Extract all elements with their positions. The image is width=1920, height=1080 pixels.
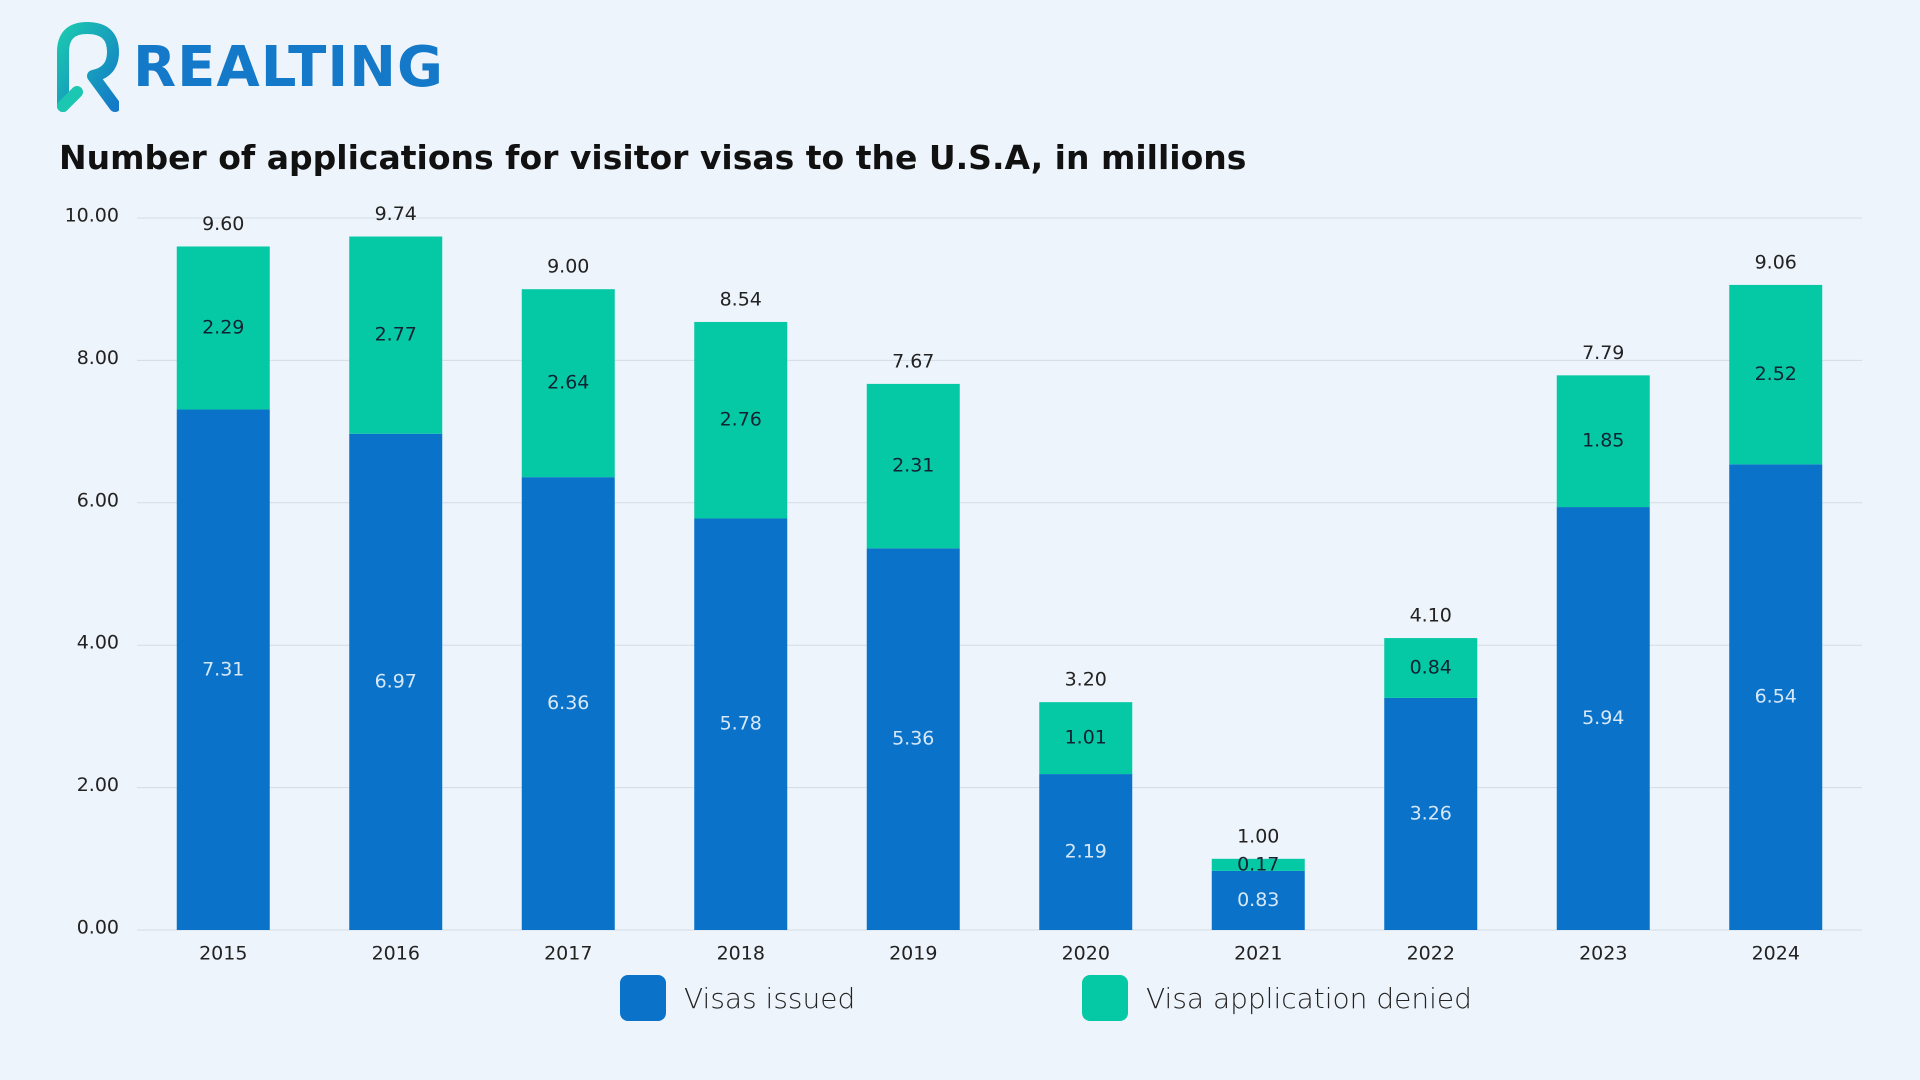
bar-visa-denied (1039, 702, 1133, 775)
data-label-issued: 0.83 (1237, 889, 1279, 911)
bar-visa-denied (349, 236, 443, 434)
data-label-issued: 7.31 (202, 658, 244, 680)
data-label-issued: 6.54 (1755, 686, 1797, 708)
legend-item-issued: Visas issued (620, 975, 855, 1021)
total-label: 4.10 (1410, 605, 1452, 627)
brand-logo: REALTING (55, 22, 444, 112)
data-label-denied: 0.17 (1237, 853, 1279, 875)
total-label: 7.79 (1582, 342, 1624, 364)
total-label: 9.06 (1755, 251, 1797, 273)
data-label-issued: 5.36 (892, 728, 934, 750)
bar-visas-issued (1211, 870, 1305, 930)
total-label: 9.60 (202, 213, 244, 235)
x-tick-label: 2015 (199, 943, 247, 961)
data-label-issued: 3.26 (1410, 802, 1452, 824)
data-label-denied: 0.84 (1410, 656, 1452, 678)
x-tick-label: 2022 (1407, 943, 1455, 961)
bar-visas-issued (866, 548, 960, 930)
y-tick-label: 10.00 (65, 205, 119, 227)
legend-swatch-denied (1082, 975, 1128, 1021)
bar-visas-issued (176, 409, 270, 930)
legend-label-issued: Visas issued (684, 981, 856, 1015)
data-label-denied: 2.76 (720, 409, 762, 431)
bar-visas-issued (1729, 464, 1823, 930)
data-label-denied: 1.01 (1065, 727, 1107, 749)
bar-visas-issued (1039, 774, 1133, 930)
total-label: 9.00 (547, 256, 589, 278)
bar-visas-issued (1556, 507, 1650, 930)
total-label: 7.67 (892, 350, 934, 372)
legend-item-denied: Visa application denied (1082, 975, 1472, 1021)
data-label-issued: 5.94 (1582, 707, 1624, 729)
total-label: 9.74 (375, 203, 417, 225)
realting-logo-icon (57, 22, 119, 112)
bar-visas-issued (694, 518, 788, 930)
x-tick-label: 2017 (544, 943, 592, 961)
bar-visa-denied (521, 289, 615, 478)
y-tick-label: 8.00 (77, 347, 119, 369)
y-tick-label: 4.00 (77, 632, 119, 654)
data-label-denied: 1.85 (1582, 430, 1624, 452)
x-tick-label: 2018 (717, 943, 765, 961)
legend-swatch-issued (620, 975, 666, 1021)
data-label-issued: 5.78 (720, 713, 762, 735)
bar-visa-denied (1729, 284, 1823, 465)
y-tick-label: 6.00 (77, 489, 119, 511)
data-label-issued: 2.19 (1065, 841, 1107, 863)
bar-visa-denied (176, 246, 270, 410)
data-label-denied: 2.77 (375, 324, 417, 346)
x-tick-label: 2024 (1752, 943, 1800, 961)
bar-visa-denied (1556, 375, 1650, 508)
bar-visa-denied (1384, 638, 1478, 698)
bar-visas-issued (349, 433, 443, 930)
data-label-issued: 6.97 (375, 670, 417, 692)
total-label: 3.20 (1065, 669, 1107, 691)
bar-visa-denied (1211, 858, 1305, 871)
bar-visa-denied (694, 321, 788, 519)
x-tick-label: 2023 (1579, 943, 1627, 961)
y-tick-label: 0.00 (77, 917, 119, 939)
bar-visas-issued (1384, 697, 1478, 930)
data-label-issued: 6.36 (547, 692, 589, 714)
x-tick-label: 2019 (889, 943, 937, 961)
data-label-denied: 2.29 (202, 317, 244, 339)
stacked-bar-chart: 0.00 2.00 4.00 6.00 8.00 10.00 7.31 2.29 9.60 201… (65, 203, 1862, 961)
x-tick-label: 2021 (1234, 943, 1282, 961)
legend-label-denied: Visa application denied (1146, 981, 1472, 1015)
chart-title: Number of applications for visitor visas… (59, 138, 1247, 177)
data-label-denied: 2.64 (547, 372, 589, 394)
x-tick-label: 2016 (372, 943, 420, 961)
y-tick-label: 2.00 (77, 774, 119, 796)
brand-name: REALTING (133, 34, 444, 100)
bar-visas-issued (521, 477, 615, 930)
total-label: 1.00 (1237, 825, 1279, 847)
data-label-denied: 2.52 (1755, 363, 1797, 385)
total-label: 8.54 (720, 288, 762, 310)
bar-visa-denied (866, 383, 960, 549)
x-tick-label: 2020 (1062, 943, 1110, 961)
data-label-denied: 2.31 (892, 455, 934, 477)
